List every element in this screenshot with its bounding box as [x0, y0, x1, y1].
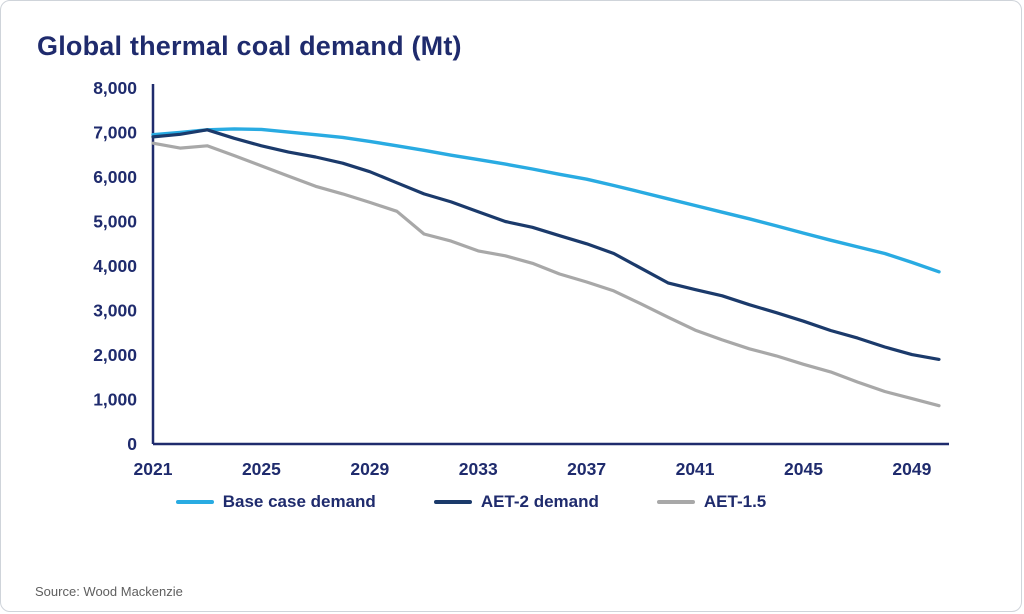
y-tick-label: 2,000 — [93, 345, 137, 365]
y-tick-label: 1,000 — [93, 390, 137, 410]
y-tick-label: 3,000 — [93, 301, 137, 321]
chart-title: Global thermal coal demand (Mt) — [37, 31, 462, 61]
legend-label-0: Base case demand — [222, 492, 376, 511]
legend-swatch-1 — [433, 500, 472, 504]
chart-area: 0 1,000 2,000 3,000 4,000 5,000 6,000 7,000 8,00… — [15, 72, 1021, 486]
y-tick-label: 4,000 — [93, 256, 137, 276]
line-chart: 0 1,000 2,000 3,000 4,000 5,000 6,000 7,000 8,00… — [93, 78, 949, 479]
x-tick-label: 2025 — [242, 459, 281, 479]
chart-legend: Base case demand AET-2 demand AET-1.5 — [1, 492, 941, 512]
y-tick-label: 0 — [127, 434, 137, 454]
x-tick-label: 2049 — [892, 459, 931, 479]
y-tick-label: 5,000 — [93, 212, 137, 232]
legend-swatch-0 — [175, 500, 214, 504]
x-tick-label: 2033 — [459, 459, 498, 479]
x-tick-label: 2041 — [676, 459, 715, 479]
series-line-0 — [151, 127, 941, 274]
y-tick-label: 8,000 — [93, 78, 137, 98]
y-tick-label: 7,000 — [93, 123, 137, 143]
series-line-2 — [151, 141, 941, 408]
x-tick-label: 2029 — [350, 459, 389, 479]
legend-label-1: AET-2 demand — [480, 492, 599, 511]
legend-swatch-2 — [656, 500, 695, 504]
legend-item-2: AET-1.5 — [656, 492, 767, 512]
x-tick-label: 2037 — [567, 459, 606, 479]
y-tick-label: 6,000 — [93, 167, 137, 187]
legend-item-1: AET-2 demand — [433, 492, 599, 512]
x-tick-label: 2021 — [134, 459, 173, 479]
legend-item-0: Base case demand — [175, 492, 376, 512]
x-tick-label: 2045 — [784, 459, 823, 479]
legend-label-2: AET-1.5 — [703, 492, 767, 511]
series-line-1 — [151, 128, 941, 361]
source-text: Source: Wood Mackenzie — [35, 584, 183, 599]
